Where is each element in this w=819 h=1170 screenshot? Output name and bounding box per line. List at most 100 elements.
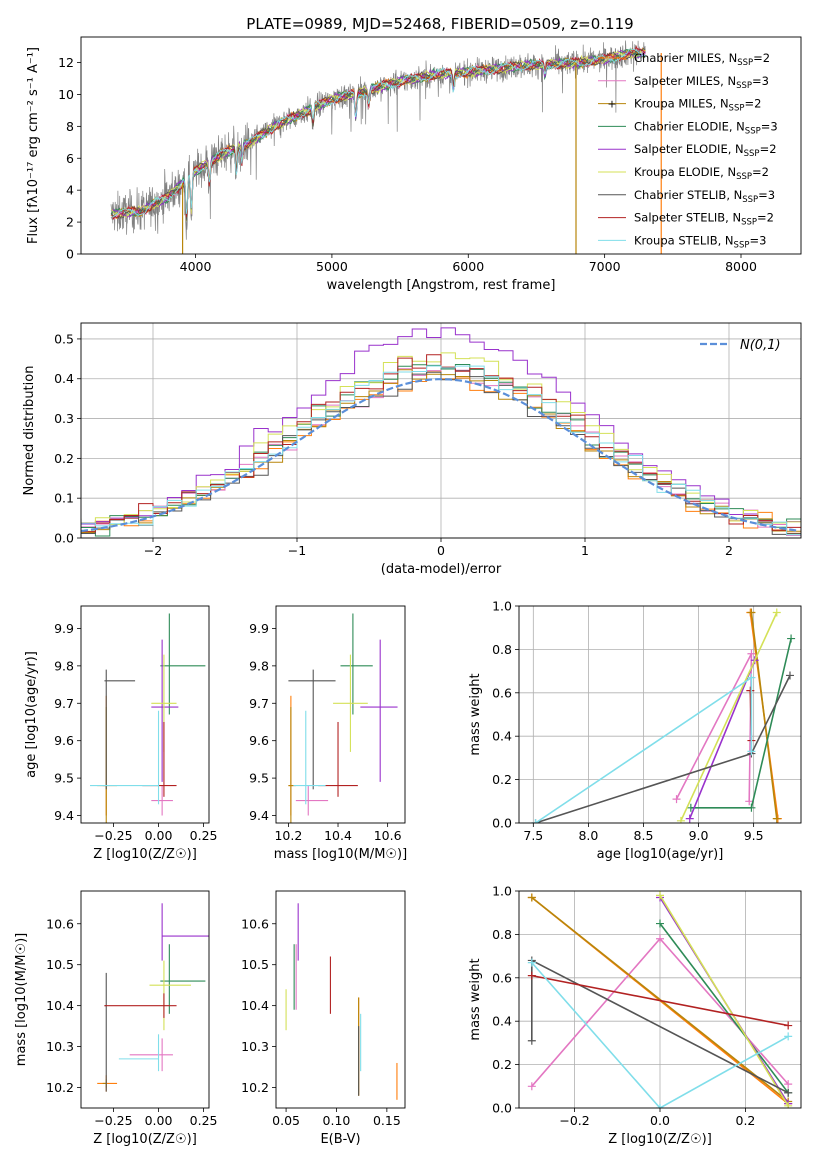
spectrum-frame <box>80 36 802 255</box>
y-tick-label: 9.5 <box>54 771 74 786</box>
y-tick-label: 10.2 <box>241 1080 269 1095</box>
weight-marker <box>784 1032 793 1041</box>
x-tick-label: 8.5 <box>634 828 654 843</box>
x-tick-label: 10.2 <box>274 828 302 843</box>
y-tick-label: 10.6 <box>46 916 74 931</box>
y-tick-label: 9.4 <box>54 808 74 823</box>
mass_vs_ebv-axes: 0.05 0.10 0.15 10.2 10.3 10.4 10.5 10.6 E(B-V) <box>241 916 401 1147</box>
age_vs_mass-points <box>288 613 398 823</box>
weight_vs_Z-series <box>527 891 793 1108</box>
y-tick-label: 9.9 <box>54 621 74 636</box>
weight-marker <box>527 1036 536 1045</box>
model-line-9 <box>110 47 646 219</box>
weight-marker <box>785 671 794 680</box>
weight-line-4 <box>690 638 792 809</box>
y-tick-label: 0.6 <box>492 970 512 985</box>
weight-marker <box>527 893 536 902</box>
weight-marker <box>672 795 681 804</box>
mass_vs_ebv-frame <box>275 890 406 1109</box>
x-tick-label: 9.5 <box>744 828 764 843</box>
x-tick-label: 0.10 <box>323 1113 351 1128</box>
y-tick-label: 10.3 <box>241 1039 269 1054</box>
model-line-4 <box>110 49 646 217</box>
x-tick-label: 0 <box>437 543 445 558</box>
y-tick-label: 9.6 <box>249 733 269 748</box>
model-line-6 <box>110 48 646 222</box>
residuals-frame <box>80 322 802 539</box>
weight-line-2 <box>675 653 753 802</box>
y-tick-label: 0.3 <box>54 411 74 426</box>
x-tick-label: 0.00 <box>145 828 173 843</box>
x-tick-label: 6000 <box>452 259 484 274</box>
x-tick-label: 1 <box>581 543 589 558</box>
weight-line-4 <box>659 923 789 1094</box>
weight-marker <box>656 891 664 900</box>
x-tick-label: −1 <box>288 543 306 558</box>
y-tick-label: 10.5 <box>241 957 269 972</box>
y-tick-label: 8 <box>66 119 74 134</box>
y-tick-label: 2 <box>66 215 74 230</box>
weight-marker <box>745 797 754 806</box>
y-tick-label: 10 <box>58 87 74 102</box>
y-tick-label: 0.4 <box>492 1014 512 1029</box>
y-tick-label: 10.6 <box>241 916 269 931</box>
weight_vs_age-xlabel: age [log10(age/yr)] <box>597 847 724 862</box>
x-tick-label: 7000 <box>589 259 621 274</box>
age_vs_Z-frame <box>80 605 210 824</box>
weight-marker <box>747 747 756 756</box>
weight-line-6 <box>680 612 778 822</box>
weight-line-5 <box>688 659 756 820</box>
figure-title: PLATE=0989, MJD=52468, FIBERID=0509, z=0… <box>246 15 633 33</box>
mass_vs_Z-points <box>97 903 209 1092</box>
model-line-7 <box>110 48 646 221</box>
x-tick-label: 0.15 <box>373 1113 401 1128</box>
mass_vs_Z-frame <box>80 890 210 1109</box>
legend-label-7: Chabrier STELIB, NSSP=3 <box>634 188 775 205</box>
x-tick-label: 10.6 <box>374 828 402 843</box>
weight_vs_Z-frame <box>518 890 802 1109</box>
legend-label-normal: N(0,1) <box>740 338 781 353</box>
age_vs_mass-frame <box>275 605 406 824</box>
spectrum-axes: 4000 5000 6000 7000 8000 0 2 4 6 8 10 12 wavelength … <box>26 47 757 293</box>
legend-label-4: Chabrier ELODIE, NSSP=3 <box>634 119 778 136</box>
weight-marker <box>747 649 756 658</box>
age_vs_Z-ylabel: age [log10(age/yr)] <box>24 651 39 778</box>
weight_vs_age-ylabel: mass weight <box>468 673 483 755</box>
x-tick-label: 8.0 <box>578 828 598 843</box>
y-tick-label: 0.8 <box>492 927 512 942</box>
x-tick-label: 0.05 <box>272 1113 300 1128</box>
y-tick-label: 0.0 <box>492 1101 512 1116</box>
model-line-8 <box>110 44 646 221</box>
y-tick-label: 0.5 <box>54 331 74 346</box>
weight-line-6 <box>659 894 789 1107</box>
legend-label-2: Salpeter MILES, NSSP=3 <box>634 74 769 91</box>
x-tick-label: 10.4 <box>324 828 352 843</box>
normal-curve <box>81 378 799 533</box>
y-tick-label: 0.0 <box>492 816 512 831</box>
legend-label-3: Kroupa MILES, NSSP=2 <box>634 97 761 114</box>
y-tick-label: 0.1 <box>54 491 74 506</box>
spectrum-legend: Chabrier MILES, NSSP=2 Salpeter MILES, NS… <box>598 51 778 250</box>
x-tick-label: 7.5 <box>523 828 543 843</box>
x-tick-label: −2 <box>144 543 162 558</box>
y-tick-label: 9.9 <box>249 621 269 636</box>
mass_vs_Z-axes: −0.25 0.00 0.25 10.2 10.3 10.4 10.5 10.6 Z [log1… <box>14 916 218 1147</box>
y-tick-label: 12 <box>58 55 74 70</box>
weight-marker <box>656 934 664 943</box>
x-tick-label: 0.00 <box>145 1113 173 1128</box>
age_vs_Z-points <box>90 613 206 823</box>
panels: 4000 5000 6000 7000 8000024681012wavelength … <box>14 36 802 1147</box>
weight-marker <box>685 814 694 823</box>
weight-marker <box>676 816 685 823</box>
weight-marker <box>527 971 536 980</box>
weight-marker <box>656 1104 664 1108</box>
y-tick-label: 9.6 <box>54 733 74 748</box>
weight-marker <box>527 958 536 967</box>
y-tick-label: 4 <box>66 183 74 198</box>
y-tick-label: 0.0 <box>54 531 74 546</box>
residuals-legend: N(0,1) <box>700 338 781 353</box>
y-tick-label: 9.8 <box>249 658 269 673</box>
weight-line-8 <box>531 974 789 1027</box>
weight-marker <box>746 686 755 695</box>
